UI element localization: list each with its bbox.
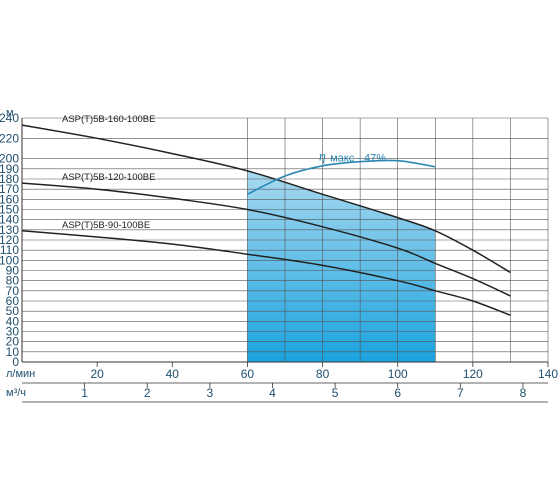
pump-curve-label: ASP(T)5B-120-100BE [62, 172, 155, 183]
y-tick-label: 200 [0, 152, 19, 166]
x-tick-label-lpm: 40 [166, 367, 180, 381]
pump-curve-label: ASP(T)5B-160-100BE [62, 114, 155, 125]
x-tick-labels-lpm: 20 40 60 80 100 120 140 [90, 362, 558, 381]
x-tick-label-lpm: 80 [316, 367, 330, 381]
x-tick-label-lpm: 140 [538, 367, 558, 381]
x-unit-m3h-label: м³/ч [6, 387, 26, 399]
grid [22, 118, 548, 362]
x-tick-label-m3h: 4 [269, 386, 276, 400]
x-tick-label-lpm: 100 [388, 367, 408, 381]
x-tick-label-lpm: 60 [241, 367, 255, 381]
x-tick-label-m3h: 5 [332, 386, 339, 400]
x-tick-label-m3h: 7 [457, 386, 464, 400]
pump-curve-label: ASP(T)5B-90-100BE [62, 220, 150, 231]
x-tick-label-lpm: 120 [463, 367, 483, 381]
y-tick-label: 220 [0, 131, 19, 145]
efficiency-symbol: η [319, 150, 326, 165]
x-tick-label-m3h: 8 [520, 386, 527, 400]
y-unit-label: м [6, 107, 14, 119]
x-tick-label-m3h: 2 [144, 386, 151, 400]
x-tick-label-m3h: 6 [394, 386, 401, 400]
x-unit-lpm-label: л/мин [6, 368, 35, 380]
x-tick-label-lpm: 20 [90, 367, 104, 381]
x-tick-label-m3h: 3 [207, 386, 214, 400]
x-tick-label-m3h: 1 [81, 386, 88, 400]
x-tick-labels-m3h: 1 2 3 4 5 6 7 8 [81, 383, 526, 400]
y-tick-labels: 0102030405060708090100110120130140150160… [0, 111, 19, 369]
efficiency-label: макс - 47% [330, 153, 386, 165]
